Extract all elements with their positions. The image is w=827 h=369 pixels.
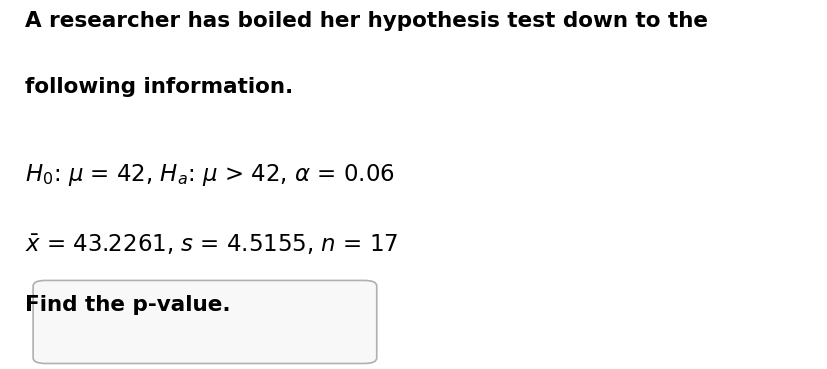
- FancyBboxPatch shape: [33, 280, 376, 363]
- Text: Find the p-value.: Find the p-value.: [25, 295, 230, 315]
- Text: $\bar{x}$ = 43.2261, $s$ = 4.5155, $n$ = 17: $\bar{x}$ = 43.2261, $s$ = 4.5155, $n$ =…: [25, 232, 398, 257]
- Text: A researcher has boiled her hypothesis test down to the: A researcher has boiled her hypothesis t…: [25, 11, 707, 31]
- Text: $H_0$: $\mu$ = 42, $H_a$: $\mu$ > 42, $\alpha$ = 0.06: $H_0$: $\mu$ = 42, $H_a$: $\mu$ > 42, $\…: [25, 162, 394, 188]
- Text: following information.: following information.: [25, 77, 293, 97]
